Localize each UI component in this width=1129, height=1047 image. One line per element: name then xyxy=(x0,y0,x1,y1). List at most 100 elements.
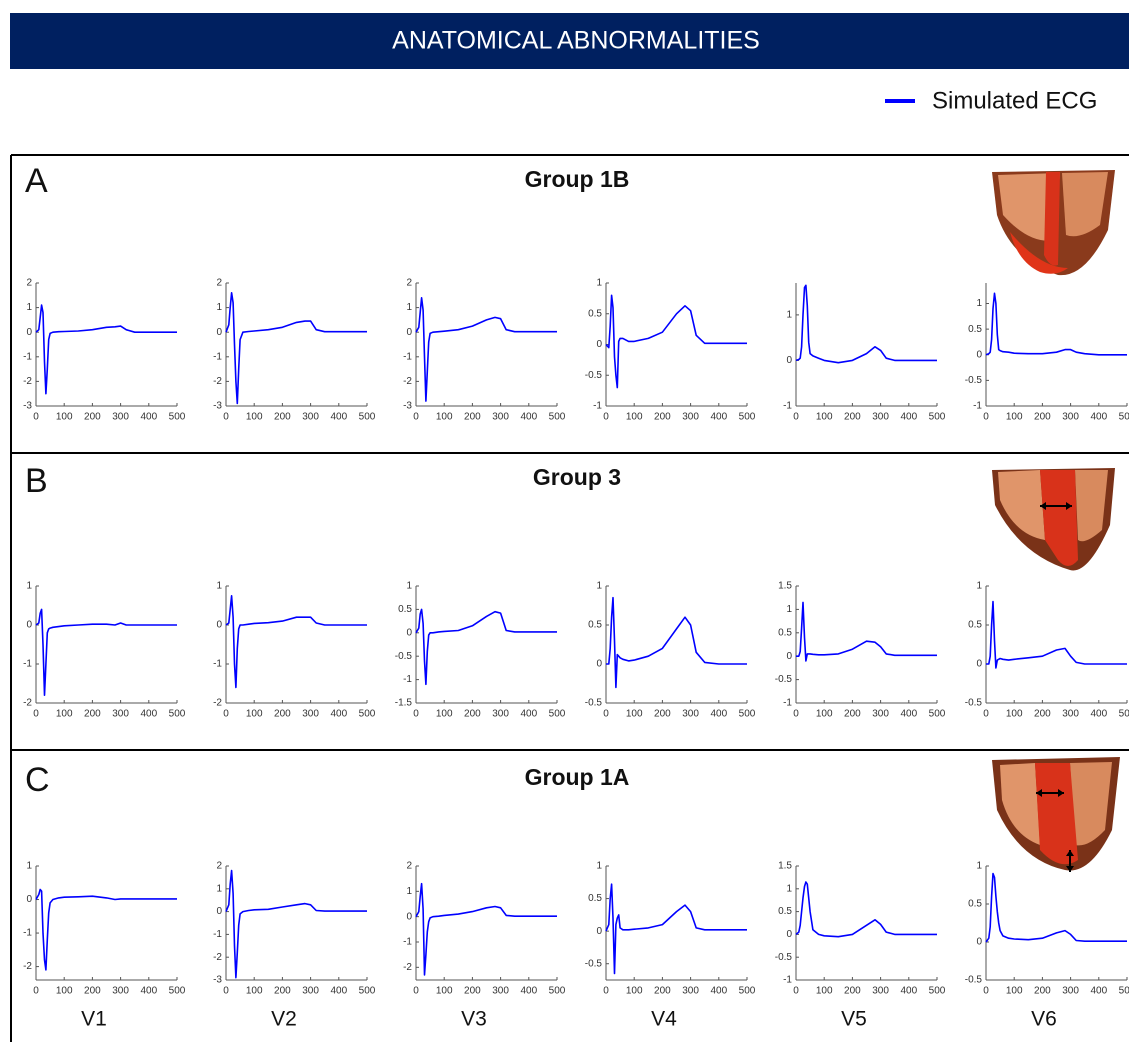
x-tick-label: 500 xyxy=(929,986,946,997)
ecg-line xyxy=(605,883,747,975)
y-tick-label: -1 xyxy=(403,937,412,948)
x-tick-label: 500 xyxy=(359,412,376,423)
y-tick-label: 0 xyxy=(406,911,412,922)
ecg-line xyxy=(796,601,937,662)
x-tick-label: 500 xyxy=(1119,709,1129,720)
x-tick-label: 200 xyxy=(844,709,861,720)
x-tick-label: 400 xyxy=(330,412,347,423)
x-tick-label: 100 xyxy=(246,986,263,997)
y-tick-label: -2 xyxy=(23,961,32,972)
x-tick-label: 200 xyxy=(84,986,101,997)
y-tick-label: -1 xyxy=(23,659,32,670)
x-tick-label: 500 xyxy=(169,412,186,423)
y-tick-label: 0 xyxy=(216,620,222,631)
y-tick-label: 0 xyxy=(976,349,982,360)
x-tick-label: 300 xyxy=(872,412,889,423)
y-tick-label: 0.5 xyxy=(588,308,602,319)
x-tick-label: 0 xyxy=(33,986,39,997)
y-tick-label: 0.5 xyxy=(588,893,602,904)
x-tick-label: 0 xyxy=(223,412,229,423)
panel-borders xyxy=(10,154,1129,1042)
y-tick-label: 0 xyxy=(26,620,32,631)
y-tick-label: 1 xyxy=(216,581,222,592)
x-tick-label: 500 xyxy=(549,412,566,423)
y-tick-label: -3 xyxy=(403,401,412,412)
y-tick-label: 0.5 xyxy=(968,620,982,631)
y-tick-label: 2 xyxy=(26,278,32,289)
ecg-line xyxy=(35,608,177,696)
y-tick-label: 1 xyxy=(26,861,32,872)
lead-label: V6 xyxy=(1031,1008,1057,1031)
y-tick-label: 2 xyxy=(216,278,222,289)
panel-title: Group 3 xyxy=(533,464,621,490)
y-tick-label: -2 xyxy=(213,698,222,709)
y-tick-label: -0.5 xyxy=(585,958,603,969)
ecg-line xyxy=(795,881,937,938)
x-tick-label: 200 xyxy=(464,412,481,423)
ecg-line xyxy=(225,869,367,979)
x-tick-label: 200 xyxy=(654,709,671,720)
panel-letter: B xyxy=(25,462,48,500)
y-tick-label: 0.5 xyxy=(968,324,982,335)
x-tick-label: 100 xyxy=(436,986,453,997)
x-tick-label: 100 xyxy=(816,412,833,423)
x-tick-label: 300 xyxy=(682,412,699,423)
ecg-line xyxy=(225,292,367,405)
y-tick-label: 0.5 xyxy=(778,627,792,638)
y-tick-label: -1 xyxy=(403,674,412,685)
x-tick-label: 100 xyxy=(56,986,73,997)
x-tick-label: 200 xyxy=(274,412,291,423)
y-tick-label: -3 xyxy=(23,401,32,412)
ecg-line xyxy=(606,596,747,689)
panel-letter: C xyxy=(25,761,50,799)
y-tick-label: 1 xyxy=(596,861,602,872)
y-tick-label: 0.5 xyxy=(398,604,412,615)
y-tick-label: -1 xyxy=(783,975,792,986)
x-tick-label: 100 xyxy=(626,412,643,423)
x-tick-label: 0 xyxy=(33,412,39,423)
x-tick-label: 400 xyxy=(140,986,157,997)
y-tick-label: 1.5 xyxy=(778,581,792,592)
x-tick-label: 300 xyxy=(1062,709,1079,720)
x-tick-label: 500 xyxy=(1119,412,1129,423)
y-tick-label: 0 xyxy=(786,929,792,940)
ecg-line xyxy=(986,600,1127,669)
y-tick-label: 1 xyxy=(786,604,792,615)
x-tick-label: 100 xyxy=(1006,709,1023,720)
y-tick-label: -2 xyxy=(213,952,222,963)
y-tick-label: -1 xyxy=(403,351,412,362)
heart-illustration xyxy=(992,170,1115,276)
x-tick-label: 200 xyxy=(1034,412,1051,423)
x-tick-label: 500 xyxy=(739,986,756,997)
x-tick-label: 0 xyxy=(793,412,799,423)
y-tick-label: -1 xyxy=(23,928,32,939)
x-tick-label: 400 xyxy=(520,412,537,423)
y-tick-label: 1 xyxy=(406,581,412,592)
panel-title: Group 1B xyxy=(525,166,630,192)
y-tick-label: 0 xyxy=(786,651,792,662)
x-tick-label: 0 xyxy=(603,986,609,997)
y-tick-label: 2 xyxy=(216,861,222,872)
y-tick-label: 0 xyxy=(786,355,792,366)
y-tick-label: -0.5 xyxy=(965,375,983,386)
x-tick-label: 200 xyxy=(84,412,101,423)
x-tick-label: 400 xyxy=(140,412,157,423)
x-tick-label: 500 xyxy=(929,412,946,423)
header-title: ANATOMICAL ABNORMALITIES xyxy=(392,27,760,55)
y-tick-label: -0.5 xyxy=(585,370,603,381)
y-tick-label: 1 xyxy=(976,298,982,309)
x-tick-label: 500 xyxy=(739,709,756,720)
x-tick-label: 400 xyxy=(330,986,347,997)
x-tick-label: 0 xyxy=(793,709,799,720)
x-tick-label: 100 xyxy=(436,709,453,720)
x-tick-label: 400 xyxy=(900,986,917,997)
x-tick-label: 200 xyxy=(1034,986,1051,997)
x-tick-label: 400 xyxy=(330,709,347,720)
y-tick-label: 1 xyxy=(786,310,792,321)
y-tick-label: -1 xyxy=(213,929,222,940)
x-tick-label: 300 xyxy=(872,709,889,720)
ecg-line xyxy=(795,284,937,364)
y-tick-label: -2 xyxy=(23,698,32,709)
x-tick-label: 400 xyxy=(710,986,727,997)
y-tick-label: -1 xyxy=(593,401,602,412)
